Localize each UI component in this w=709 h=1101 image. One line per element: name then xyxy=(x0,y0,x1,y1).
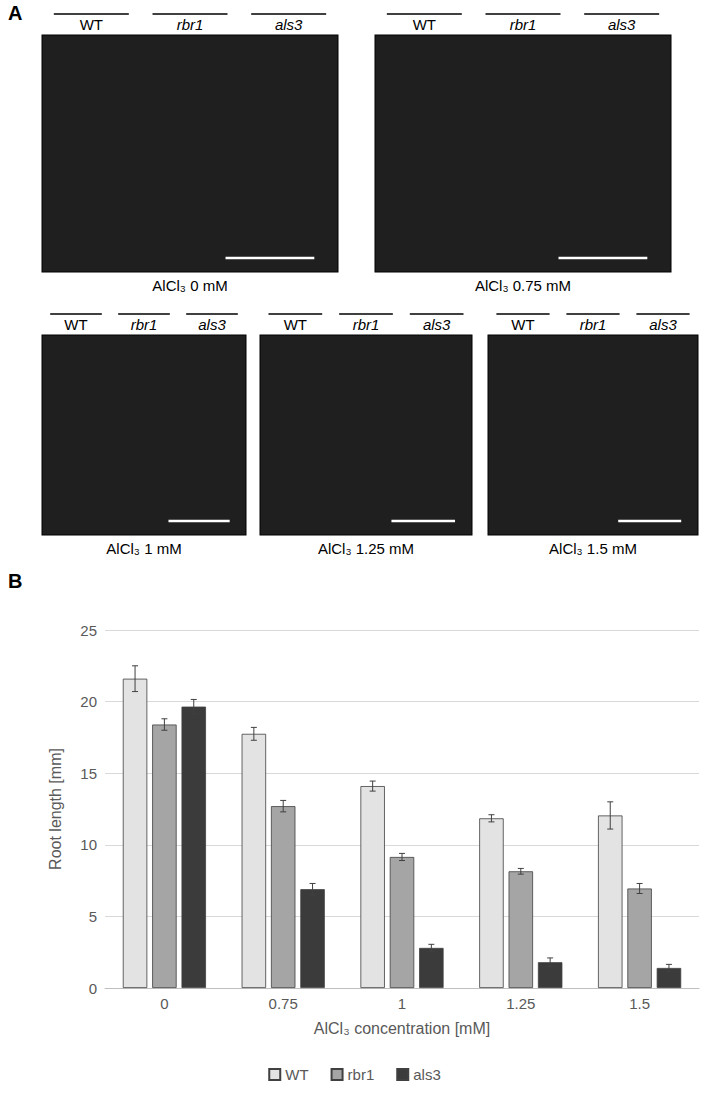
svg-text:rbr1: rbr1 xyxy=(131,316,158,333)
svg-text:als3: als3 xyxy=(423,316,451,333)
svg-text:als3: als3 xyxy=(275,16,303,33)
svg-text:25: 25 xyxy=(80,622,97,639)
svg-text:rbr1: rbr1 xyxy=(177,16,204,33)
svg-text:A: A xyxy=(8,2,22,24)
svg-text:als3: als3 xyxy=(608,16,636,33)
svg-text:0: 0 xyxy=(160,995,168,1012)
svg-text:rbr1: rbr1 xyxy=(353,316,380,333)
svg-text:0: 0 xyxy=(89,980,97,997)
svg-text:5: 5 xyxy=(89,908,97,925)
svg-text:AlCl₃ 0.75 mM: AlCl₃ 0.75 mM xyxy=(475,277,571,294)
svg-text:WT: WT xyxy=(413,16,436,33)
svg-text:WT: WT xyxy=(285,1066,308,1083)
svg-text:1.25: 1.25 xyxy=(506,995,535,1012)
svg-text:AlCl₃ 1 mM: AlCl₃ 1 mM xyxy=(106,540,181,557)
svg-text:WT: WT xyxy=(80,16,103,33)
svg-text:AlCl₃ 0 mM: AlCl₃ 0 mM xyxy=(152,277,227,294)
html-text:B: B xyxy=(8,570,23,592)
svg-text:AlCl₃ 1.5 mM: AlCl₃ 1.5 mM xyxy=(549,540,637,557)
svg-text:als3: als3 xyxy=(198,316,226,333)
svg-text:WT: WT xyxy=(64,316,87,333)
svg-text:1: 1 xyxy=(398,995,406,1012)
svg-text:10: 10 xyxy=(80,836,97,853)
svg-text:1.5: 1.5 xyxy=(629,995,650,1012)
svg-text:Root length [mm]: Root length [mm] xyxy=(47,748,64,870)
svg-text:15: 15 xyxy=(80,765,97,782)
svg-text:WT: WT xyxy=(284,316,307,333)
svg-text:WT: WT xyxy=(511,316,534,333)
svg-text:20: 20 xyxy=(80,693,97,710)
svg-text:rbr1: rbr1 xyxy=(348,1066,375,1083)
svg-text:rbr1: rbr1 xyxy=(580,316,607,333)
svg-text:als3: als3 xyxy=(413,1066,441,1083)
svg-text:AlCl₃ concentration [mM]: AlCl₃ concentration [mM] xyxy=(314,1020,490,1037)
svg-text:AlCl₃ 1.25 mM: AlCl₃ 1.25 mM xyxy=(318,540,414,557)
svg-text:0.75: 0.75 xyxy=(269,995,298,1012)
svg-text:als3: als3 xyxy=(649,316,677,333)
svg-text:rbr1: rbr1 xyxy=(510,16,537,33)
